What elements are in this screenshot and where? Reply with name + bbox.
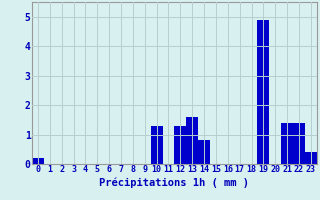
Bar [174,126,186,164]
Bar [293,123,305,164]
Bar [186,117,198,164]
X-axis label: Précipitations 1h ( mm ): Précipitations 1h ( mm ) [100,177,249,188]
Bar [258,20,269,164]
Bar [32,158,44,164]
Bar [305,152,317,164]
Bar [198,140,210,164]
Bar [281,123,293,164]
Bar [151,126,163,164]
